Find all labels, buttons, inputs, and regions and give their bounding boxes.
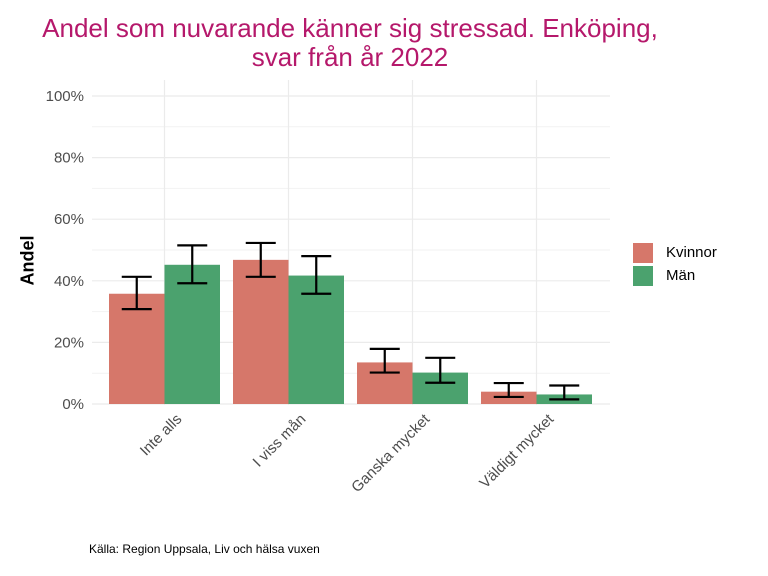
error-bar bbox=[493, 381, 524, 399]
y-tick-label: 20% bbox=[54, 334, 84, 351]
legend-label-kvinnor: Kvinnor bbox=[666, 244, 717, 261]
legend-item-kvinnor: Kvinnor bbox=[633, 241, 717, 264]
bar-kvinnor-0 bbox=[109, 293, 165, 404]
error-bar bbox=[121, 275, 152, 311]
source-caption: Källa: Region Uppsala, Liv och hälsa vux… bbox=[89, 542, 320, 556]
error-bar bbox=[549, 384, 580, 401]
x-tick-label: Inte alls bbox=[137, 411, 186, 460]
legend-label-man: Män bbox=[666, 267, 696, 284]
error-bar bbox=[245, 241, 276, 278]
legend-swatch-kvinnor bbox=[633, 242, 653, 263]
chart-title-line-2: svar från år 2022 bbox=[251, 42, 449, 72]
y-tick-label: 80% bbox=[54, 150, 84, 167]
x-tick-label: I viss mån bbox=[250, 411, 310, 471]
x-tick-label: Väldigt mycket bbox=[476, 410, 558, 492]
legend-item-man: Män bbox=[633, 264, 717, 287]
chart-title: Andel som nuvarande känner sig stressad.… bbox=[0, 14, 700, 72]
y-tick-label: 60% bbox=[54, 211, 84, 228]
bar-mn-0 bbox=[164, 264, 220, 404]
error-bar bbox=[301, 255, 332, 295]
error-bar bbox=[425, 356, 456, 384]
bar-kvinnor-1 bbox=[233, 259, 289, 404]
x-tick-label: Ganska mycket bbox=[348, 410, 434, 496]
y-tick-label: 0% bbox=[62, 396, 84, 413]
chart-title-line-1: Andel som nuvarande känner sig stressad.… bbox=[42, 13, 658, 43]
legend-swatch-man bbox=[633, 265, 653, 286]
bar-mn-1 bbox=[288, 275, 344, 404]
legend: Kvinnor Män bbox=[633, 241, 717, 287]
error-bar bbox=[177, 244, 208, 285]
y-tick-label: 40% bbox=[54, 273, 84, 290]
error-bar bbox=[369, 347, 400, 374]
y-tick-label: 100% bbox=[46, 88, 84, 105]
